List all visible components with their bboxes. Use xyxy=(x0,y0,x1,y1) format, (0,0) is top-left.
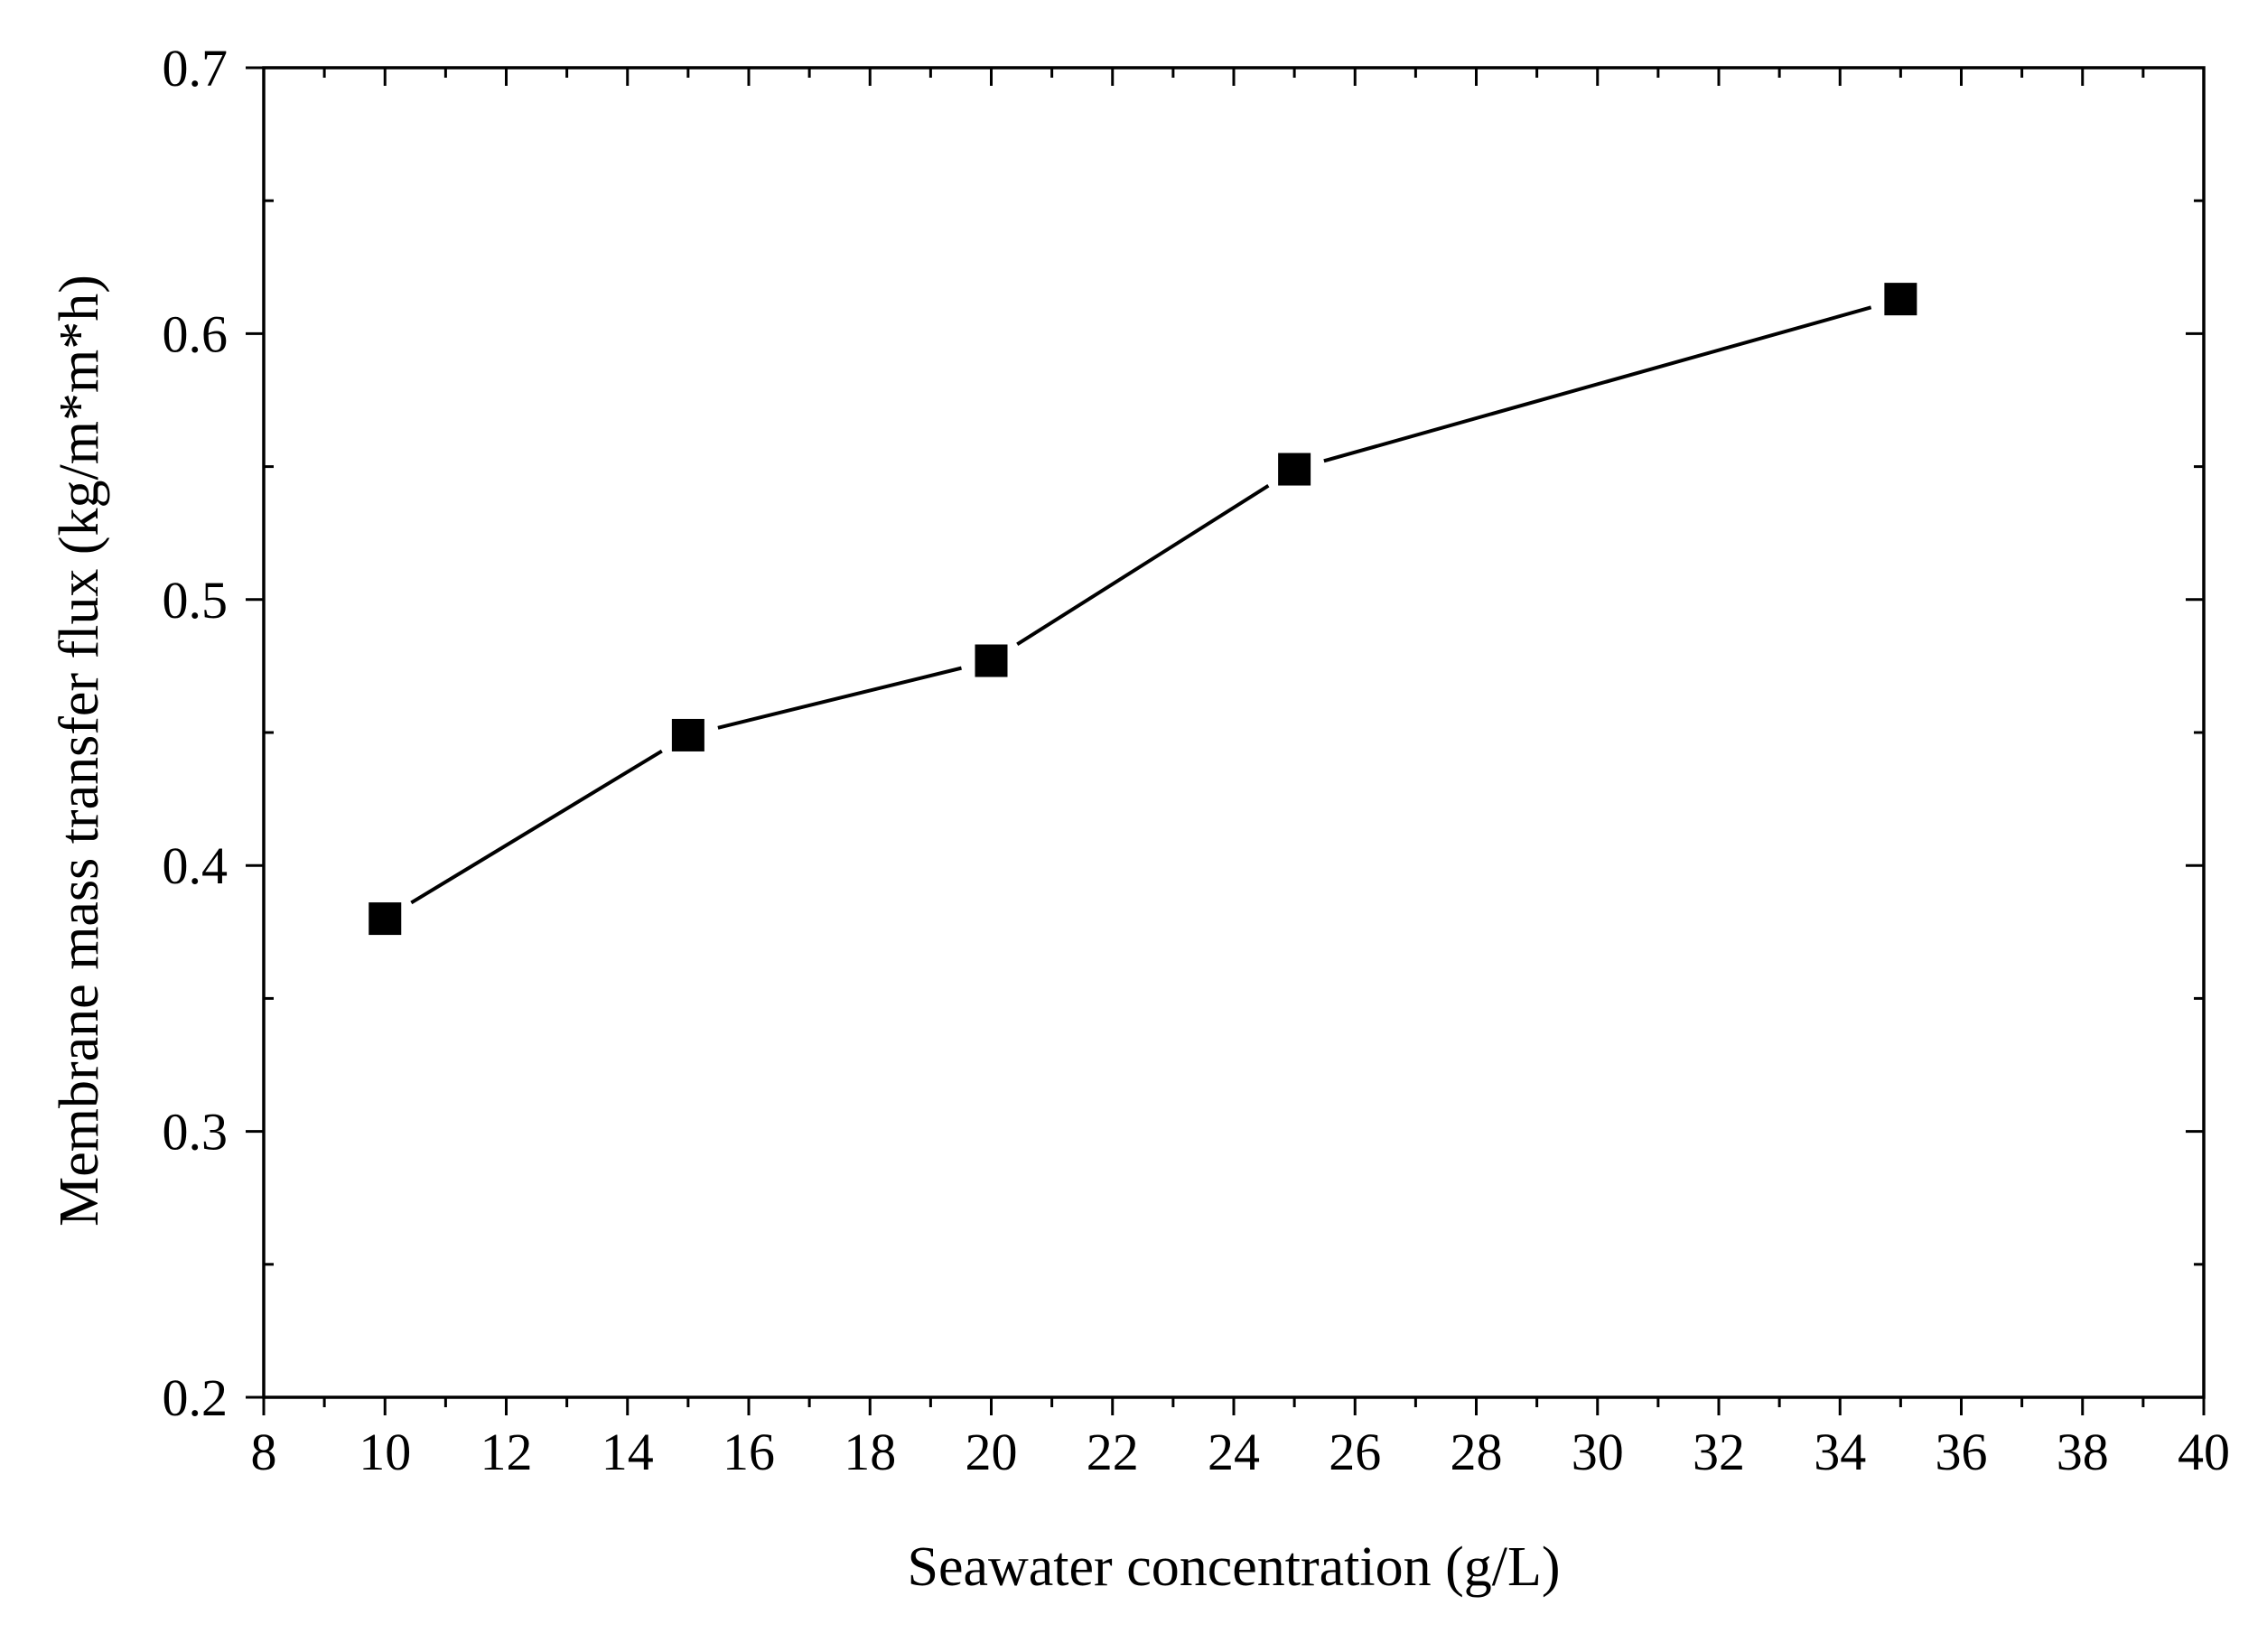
series-line-segment xyxy=(410,749,663,905)
y-tick-label: 0.4 xyxy=(163,836,229,895)
x-tick-label: 24 xyxy=(1208,1423,1260,1481)
data-point-marker xyxy=(369,902,402,936)
x-tick-label: 10 xyxy=(359,1423,411,1481)
x-axis-label: Seawater concentration (g/L) xyxy=(908,1536,1561,1598)
x-tick-label: 16 xyxy=(723,1423,775,1481)
x-tick-label: 18 xyxy=(844,1423,896,1481)
x-tick-label: 40 xyxy=(2178,1423,2230,1481)
series-line-segment xyxy=(1016,484,1270,647)
x-tick-label: 14 xyxy=(602,1423,654,1481)
series-group xyxy=(369,283,1917,936)
data-point-marker xyxy=(1884,283,1917,316)
x-axis-ticks: 8 10 12 14 16 18 20 22 24 26 28 30 32 34 36 38 40 xyxy=(251,68,2230,1481)
y-tick-label: 0.5 xyxy=(163,571,229,630)
data-point-marker xyxy=(671,718,704,751)
x-tick-label: 28 xyxy=(1451,1423,1503,1481)
series-line-segment xyxy=(717,666,962,730)
series-line-segment xyxy=(1323,305,1872,463)
x-tick-label: 36 xyxy=(1936,1423,1988,1481)
x-tick-label: 20 xyxy=(966,1423,1018,1481)
y-tick-label: 0.7 xyxy=(163,39,229,98)
x-tick-label: 38 xyxy=(2057,1423,2109,1481)
x-tick-label: 32 xyxy=(1693,1423,1745,1481)
y-tick-label: 0.3 xyxy=(163,1103,229,1162)
y-tick-label: 0.2 xyxy=(163,1368,229,1427)
x-tick-label: 22 xyxy=(1087,1423,1139,1481)
x-tick-label: 8 xyxy=(251,1423,277,1481)
x-tick-label: 30 xyxy=(1572,1423,1624,1481)
data-point-marker xyxy=(975,644,1008,677)
data-point-marker xyxy=(1278,453,1311,486)
y-tick-label: 0.6 xyxy=(163,304,229,363)
y-axis-ticks: 0.2 0.3 0.4 0.5 0.6 0.7 xyxy=(163,39,2204,1427)
x-tick-label: 12 xyxy=(480,1423,533,1481)
x-tick-label: 34 xyxy=(1814,1423,1866,1481)
y-axis-label: Membrane mass transfer flux (kg/m*m*h) xyxy=(49,275,110,1227)
x-tick-label: 26 xyxy=(1329,1423,1381,1481)
